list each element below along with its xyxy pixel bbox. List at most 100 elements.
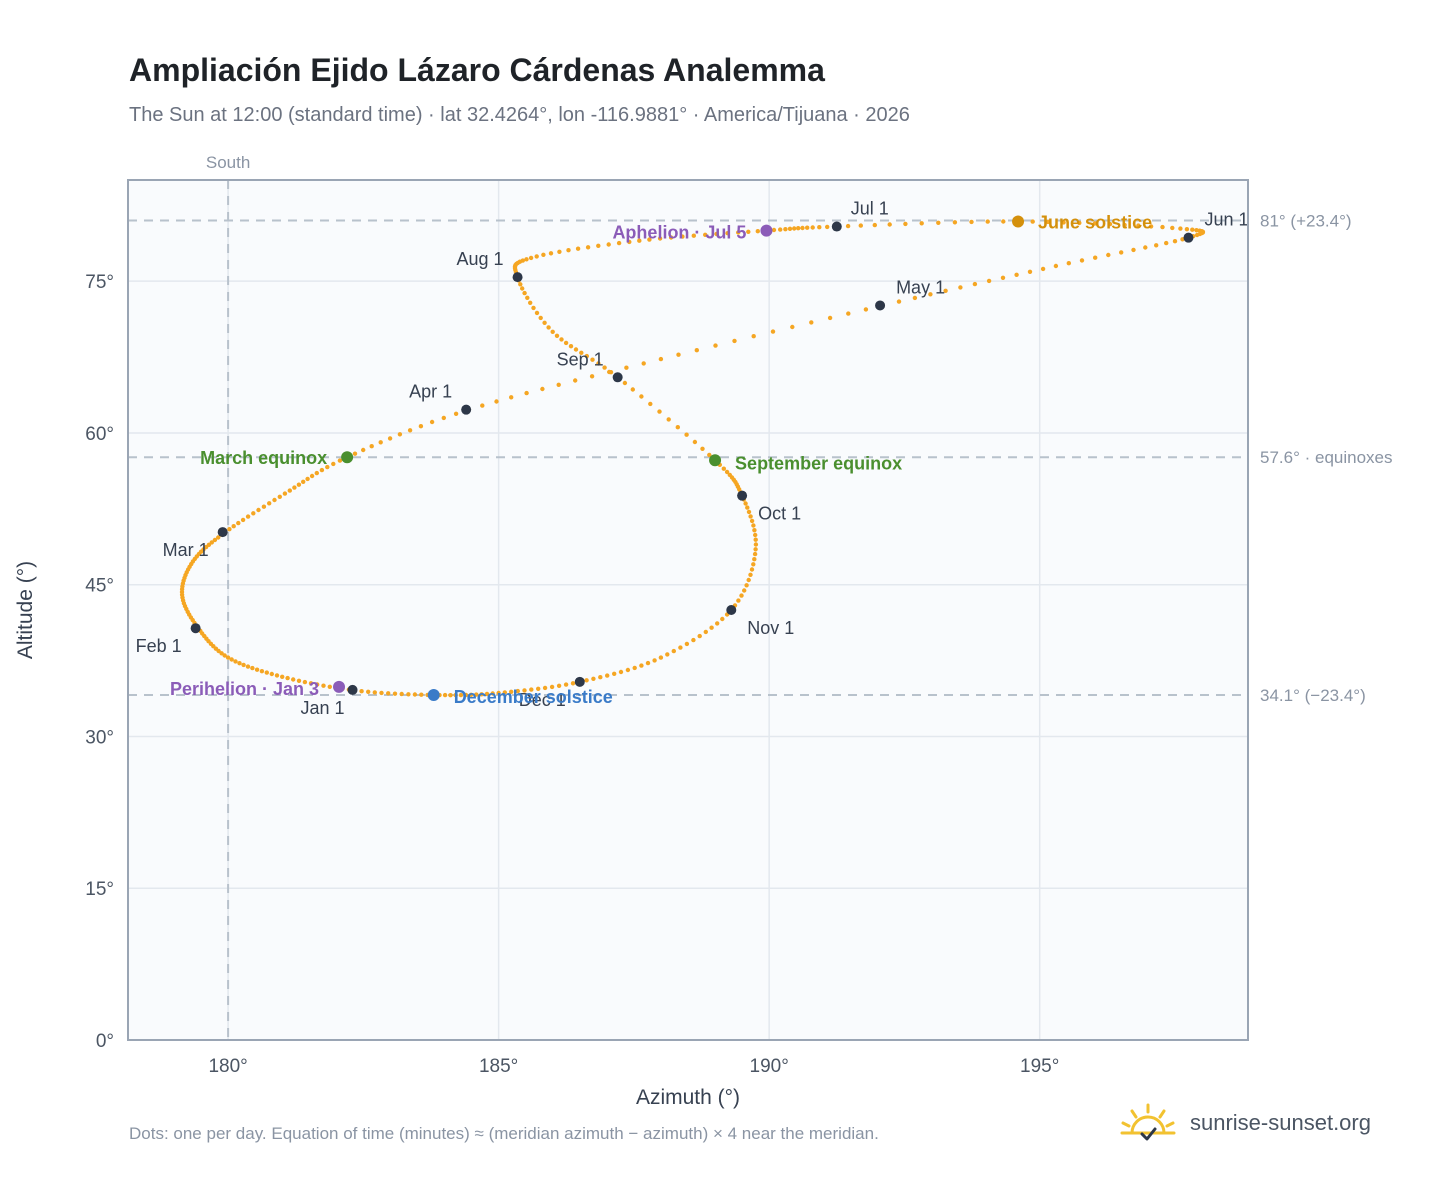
x-axis-label: Azimuth (°) [636, 1086, 740, 1109]
daily-dot [792, 226, 797, 231]
daily-dot [361, 447, 366, 453]
daily-dot [509, 689, 514, 694]
daily-dot [752, 557, 757, 562]
daily-dot [872, 222, 877, 228]
daily-dot [314, 470, 319, 476]
daily-dot [591, 676, 596, 681]
daily-dot [575, 246, 581, 251]
month-label: Dec 1 [519, 690, 566, 710]
daily-dot [863, 307, 869, 312]
daily-dot [412, 692, 418, 697]
daily-dot [1154, 243, 1159, 248]
daily-dot [219, 651, 224, 656]
daily-dot [406, 692, 411, 697]
daily-dot [1106, 252, 1111, 258]
month-label: Jan 1 [300, 698, 344, 718]
month-label: Aug 1 [457, 249, 504, 269]
daily-dot [522, 688, 527, 693]
daily-dot [542, 685, 548, 691]
footnote: Dots: one per day. Equation of time (min… [129, 1124, 879, 1143]
daily-dot [515, 688, 520, 694]
daily-dot [783, 227, 788, 232]
daily-dot [736, 598, 741, 603]
daily-dot [736, 230, 741, 235]
daily-dot [658, 655, 664, 660]
daily-dot [321, 683, 326, 688]
daily-dot [790, 324, 795, 330]
daily-dot [509, 395, 514, 400]
daily-dot [743, 501, 748, 506]
daily-dot [684, 641, 690, 647]
daily-dot [751, 562, 756, 567]
daily-dot [639, 394, 644, 399]
daily-dot [352, 451, 358, 456]
daily-dot [453, 411, 459, 416]
daily-dot [668, 235, 674, 240]
daily-dot [714, 231, 719, 237]
daily-dot [796, 226, 801, 231]
daily-dot [419, 692, 424, 697]
daily-dot [684, 432, 689, 437]
daily-dot [1077, 220, 1082, 226]
month-label: Mar 1 [163, 540, 209, 560]
daily-dot [233, 659, 238, 664]
daily-dot [694, 348, 699, 353]
daily-dot [969, 219, 974, 225]
daily-dot [715, 621, 720, 626]
daily-dot [746, 509, 752, 515]
month-dot [347, 684, 358, 695]
month-dot [831, 221, 842, 232]
daily-dot [845, 223, 851, 229]
daily-dot [540, 386, 545, 392]
daily-dot [751, 523, 756, 528]
daily-dot [225, 655, 231, 660]
daily-dot [749, 518, 755, 524]
month-dot [217, 527, 228, 538]
daily-dot [418, 424, 424, 429]
daily-dot [529, 687, 534, 692]
daily-dot [809, 320, 814, 325]
daily-dot [666, 417, 671, 422]
daily-dot [1172, 239, 1178, 244]
event-label: Aphelion · Jul 5 [612, 223, 746, 243]
chart-title: Ampliación Ejido Lázaro Cárdenas Analemm… [129, 52, 825, 88]
daily-dot [1107, 221, 1113, 227]
daily-dot [919, 221, 924, 226]
daily-dot [753, 537, 758, 542]
daily-dot [296, 678, 302, 683]
y-tick-label: 45° [85, 576, 114, 597]
daily-dot [1122, 222, 1127, 228]
daily-dot [267, 501, 272, 506]
daily-dot [742, 588, 747, 593]
daily-dot [563, 340, 569, 346]
daily-dot [725, 231, 730, 236]
daily-dot [1131, 247, 1136, 253]
daily-dot [570, 681, 576, 686]
daily-dot [608, 370, 614, 375]
daily-dot [442, 692, 448, 698]
x-tick-label: 195° [1020, 1056, 1059, 1077]
daily-dot [652, 658, 657, 663]
daily-dot [222, 653, 227, 658]
daily-dot [453, 692, 458, 698]
month-dot [875, 300, 886, 311]
daily-dot [261, 504, 267, 509]
daily-dot [1040, 266, 1046, 272]
daily-dot [1160, 224, 1165, 230]
daily-dot [1030, 219, 1035, 224]
daily-dot [896, 299, 902, 304]
daily-dot [1178, 226, 1183, 231]
sun-logo-icon [1120, 1103, 1176, 1141]
daily-dot [721, 466, 726, 471]
daily-dot [952, 220, 958, 225]
daily-dot [771, 227, 777, 233]
daily-dot [272, 497, 277, 503]
daily-dot [277, 494, 282, 499]
brand[interactable]: sunrise-sunset.org [1120, 1100, 1371, 1146]
daily-dot [206, 542, 212, 547]
daily-dot [474, 692, 479, 697]
daily-dot [245, 514, 251, 519]
daily-dot [372, 690, 377, 695]
daily-dot [241, 662, 246, 668]
daily-dot [1014, 272, 1019, 277]
